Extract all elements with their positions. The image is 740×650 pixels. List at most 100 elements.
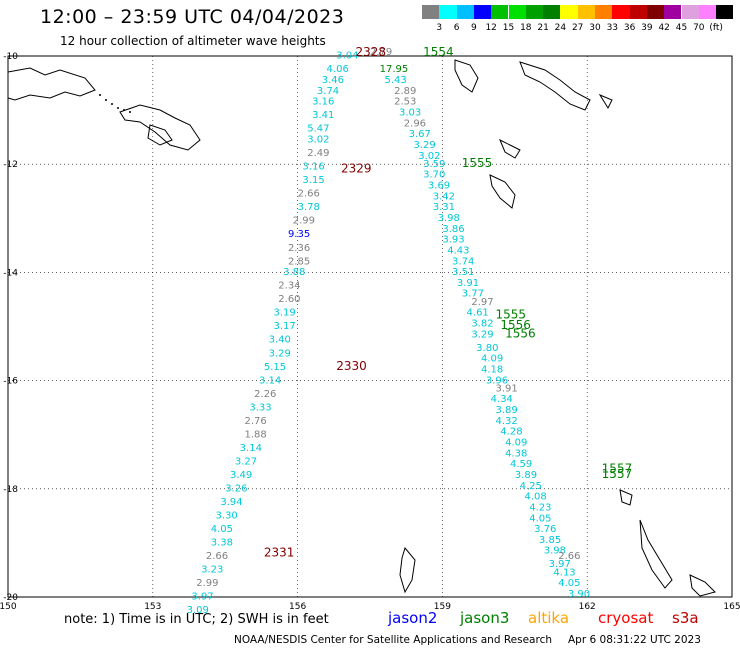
swh-value-label: 4.28 xyxy=(500,427,522,438)
swh-value-label: 2.97 xyxy=(471,297,493,308)
swh-value-label: 3.59 xyxy=(423,159,445,170)
swh-value-label: 3.78 xyxy=(298,202,320,213)
legend-swatch xyxy=(595,5,613,19)
swh-value-label: 4.61 xyxy=(467,308,489,319)
legend-label: 42 xyxy=(658,23,670,33)
swh-value-label: 3.38 xyxy=(211,538,233,549)
swh-value-label: 3.09 xyxy=(187,605,209,616)
swh-value-label: 3.90 xyxy=(568,589,590,600)
legend-swatch xyxy=(491,5,509,19)
swh-value-label: 3.17 xyxy=(273,321,295,332)
lat-tick-label: -16 xyxy=(3,377,18,387)
swh-value-label: 3.89 xyxy=(495,405,517,416)
lon-tick-label: 156 xyxy=(289,602,306,612)
legend-label: 3 xyxy=(436,23,443,33)
map-frame xyxy=(7,55,733,598)
swh-value-label: 4.13 xyxy=(553,567,575,578)
swh-value-label: 3.16 xyxy=(302,162,324,173)
swh-value-label: 4.06 xyxy=(327,64,349,75)
coastline xyxy=(119,104,201,151)
legend-label: 45 xyxy=(675,23,688,33)
swh-value-label: 3.85 xyxy=(539,535,561,546)
swh-value-label: 4.25 xyxy=(520,481,542,492)
island-dot xyxy=(117,107,119,109)
pass-number-label: 1555 xyxy=(495,307,526,321)
swh-value-label: 3.42 xyxy=(433,191,455,202)
legend-swatch xyxy=(543,5,561,19)
legend-label: 30 xyxy=(589,23,601,33)
swh-value-label: 4.18 xyxy=(481,364,503,375)
swh-value-label: 4.59 xyxy=(510,459,532,470)
lat-tick-label: -20 xyxy=(3,593,18,603)
legend-swatch xyxy=(508,5,526,19)
swh-value-label: 5.15 xyxy=(264,362,286,373)
swh-value-label: 3.89 xyxy=(515,470,537,481)
lon-tick-label: 150 xyxy=(0,602,17,612)
swh-value-label: 3.74 xyxy=(317,86,339,97)
swh-value-label: 5.43 xyxy=(384,75,406,86)
pass-number-label: 1555 xyxy=(462,156,493,170)
legend-jason3: jason3 xyxy=(460,609,510,627)
legend-label: (ft) xyxy=(709,23,723,33)
legend-label: 18 xyxy=(520,23,532,33)
swh-value-label: 3.76 xyxy=(534,524,556,535)
legend-s3a: s3a xyxy=(672,609,699,627)
legend-swatch xyxy=(577,5,595,19)
legend-altika: altika xyxy=(528,609,570,627)
swh-value-label: 3.94 xyxy=(220,497,242,508)
swh-value-label: 2.89 xyxy=(394,86,416,97)
swh-value-label: 4.08 xyxy=(524,492,546,503)
swh-value-label: 4.43 xyxy=(447,245,469,256)
legend-swatch xyxy=(560,5,578,19)
coastline xyxy=(454,59,479,93)
swh-value-label: 5.47 xyxy=(307,124,329,135)
swh-value-label: 4.09 xyxy=(505,438,527,449)
legend-swatch xyxy=(681,5,699,19)
coastline xyxy=(489,174,516,209)
lon-tick-label: 159 xyxy=(434,602,451,612)
credit-text: NOAA/NESDIS Center for Satellite Applica… xyxy=(234,634,552,646)
pass-number-label: 1554 xyxy=(423,45,454,59)
swh-value-label: 2.60 xyxy=(278,294,300,305)
legend-swatch xyxy=(698,5,717,19)
swh-value-label: 3.91 xyxy=(457,278,479,289)
coastline xyxy=(519,61,591,111)
swh-value-label: 9.35 xyxy=(288,229,310,240)
swh-value-label: 3.97 xyxy=(191,592,213,603)
map-title: 12:00 – 23:59 UTC 04/04/2023 xyxy=(40,6,345,28)
swh-value-label: 4.23 xyxy=(529,502,551,513)
swh-value-label: 3.29 xyxy=(269,348,291,359)
swh-value-label: 3.26 xyxy=(225,484,247,495)
map-subtitle: 12 hour collection of altimeter wave hei… xyxy=(60,34,326,48)
swh-value-label: 4.32 xyxy=(495,416,517,427)
swh-value-label: 17.95 xyxy=(380,64,409,75)
pass-number-label: 1557 xyxy=(602,467,633,481)
timestamp-text: Apr 6 08:31:22 UTC 2023 xyxy=(568,634,701,646)
swh-value-label: 4.05 xyxy=(529,513,551,524)
swh-value-label: 2.34 xyxy=(278,281,300,292)
swh-value-label: 3.46 xyxy=(322,75,344,86)
swh-value-label: 4.09 xyxy=(481,354,503,365)
pass-number-label: 1557 xyxy=(602,462,633,476)
swh-value-label: 2.76 xyxy=(245,416,267,427)
swh-value-label: 2.26 xyxy=(254,389,276,400)
swh-value-label: 3.41 xyxy=(312,110,334,121)
swh-value-label: 2.66 xyxy=(298,189,320,200)
swh-value-label: 3.80 xyxy=(476,343,498,354)
swh-value-label: 3.27 xyxy=(235,456,257,467)
swh-value-label: 4.05 xyxy=(211,524,233,535)
island-dot xyxy=(111,103,113,105)
legend-swatch xyxy=(473,5,492,19)
legend-label: 36 xyxy=(623,23,636,33)
coastline xyxy=(689,574,716,597)
swh-value-label: 2.36 xyxy=(288,243,310,254)
coastline xyxy=(399,546,416,594)
swh-value-label: 3.51 xyxy=(452,267,474,278)
legend-label: 9 xyxy=(471,23,477,33)
swh-value-label: 3.04 xyxy=(336,51,358,62)
swh-value-label: 2.99 xyxy=(293,216,315,227)
swh-value-label: 3.14 xyxy=(259,375,281,386)
swh-value-label: 3.97 xyxy=(549,559,571,570)
legend-swatch xyxy=(456,5,474,19)
